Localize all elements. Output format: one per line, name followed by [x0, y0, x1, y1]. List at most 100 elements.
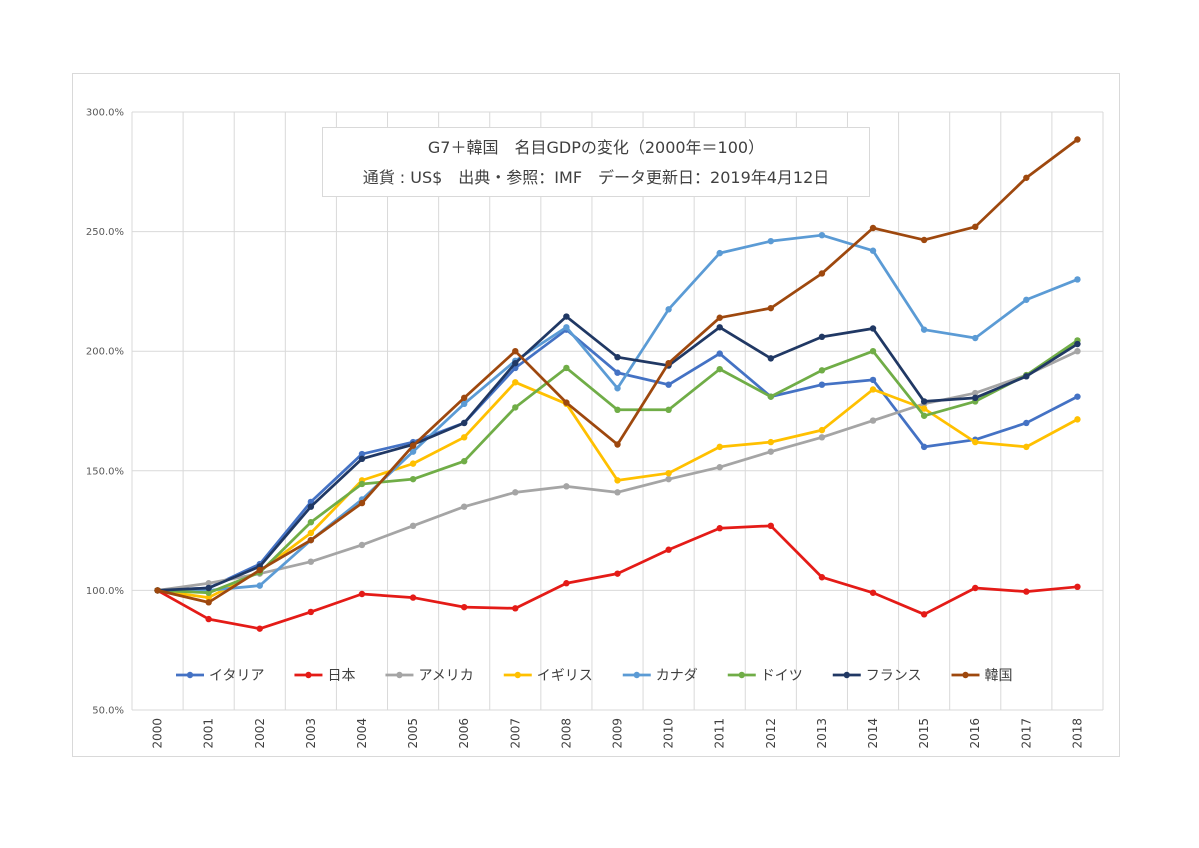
- x-tick-label: 2011: [713, 718, 727, 749]
- data-point: [1023, 373, 1030, 380]
- data-point: [767, 448, 775, 455]
- series-韓国: [154, 136, 1081, 606]
- data-point: [205, 594, 212, 601]
- data-point: [1074, 276, 1081, 283]
- data-point: [920, 405, 928, 412]
- data-point: [205, 599, 212, 606]
- data-point: [716, 464, 723, 471]
- data-point: [409, 448, 417, 455]
- data-point: [563, 364, 570, 372]
- data-point: [716, 314, 723, 321]
- data-point: [307, 529, 315, 537]
- data-point: [460, 603, 468, 611]
- series-ドイツ: [154, 337, 1081, 596]
- data-point: [614, 385, 621, 392]
- data-point: [818, 270, 826, 277]
- x-tick-label: 2015: [917, 718, 931, 749]
- legend-swatch-marker: [186, 671, 194, 679]
- axes: 50.0% 100.0% 150.0% 200.0% 250.0% 300.0% 2000 2…: [86, 108, 1085, 749]
- data-point: [1074, 340, 1081, 348]
- legend-item: イギリス: [503, 668, 593, 684]
- data-point: [307, 536, 315, 544]
- legend-label: フランス: [866, 668, 922, 684]
- data-point: [512, 359, 519, 367]
- data-point: [972, 584, 979, 592]
- legend-item: ドイツ: [727, 668, 803, 684]
- data-point: [818, 333, 826, 341]
- data-point: [818, 367, 826, 374]
- data-point: [665, 469, 672, 477]
- data-point: [205, 615, 212, 623]
- data-point: [358, 450, 366, 458]
- data-point: [1023, 419, 1030, 427]
- legend-label: 日本: [327, 668, 355, 684]
- data-point: [716, 443, 723, 451]
- data-point: [920, 326, 928, 333]
- x-tick-label: 2006: [457, 718, 471, 749]
- data-point: [920, 236, 928, 244]
- data-point: [563, 580, 570, 587]
- data-point: [869, 348, 877, 355]
- data-point: [869, 247, 877, 254]
- data-point: [256, 582, 263, 589]
- legend-swatch-marker: [514, 671, 521, 679]
- data-point: [767, 393, 775, 400]
- series-イタリア: [154, 326, 1081, 594]
- data-point: [869, 325, 877, 332]
- data-point: [307, 558, 315, 565]
- data-point: [869, 224, 877, 232]
- chart-title-box: G7＋韓国 名目GDPの変化（2000年＝100） 通貨 : US$ 出典・参照…: [322, 127, 870, 197]
- data-point: [1074, 416, 1081, 423]
- data-point: [409, 475, 417, 483]
- data-point: [563, 324, 570, 331]
- data-point: [409, 594, 417, 601]
- series-日本: [154, 522, 1081, 632]
- legend-swatch-marker: [396, 671, 403, 679]
- data-point: [460, 458, 468, 465]
- data-point: [563, 313, 570, 320]
- data-point: [307, 608, 315, 616]
- x-tick-label: 2017: [1019, 718, 1033, 749]
- data-point: [358, 541, 366, 549]
- x-tick-label: 2018: [1070, 718, 1084, 749]
- data-point: [512, 404, 519, 411]
- data-point: [409, 460, 417, 467]
- data-point: [818, 381, 826, 388]
- data-point: [818, 574, 826, 581]
- data-point: [460, 419, 468, 427]
- data-point: [512, 348, 519, 355]
- x-tick-label: 2004: [355, 718, 369, 749]
- data-point: [512, 605, 519, 612]
- data-point: [869, 417, 877, 424]
- data-point: [920, 611, 928, 618]
- data-point: [665, 381, 672, 388]
- data-point: [358, 480, 366, 488]
- data-point: [818, 426, 826, 434]
- data-point: [614, 477, 621, 484]
- y-tick-label: 50.0%: [92, 706, 124, 717]
- data-point: [563, 483, 570, 490]
- data-point: [767, 438, 775, 446]
- data-point: [665, 359, 672, 367]
- data-point: [512, 379, 519, 386]
- data-point: [205, 580, 212, 587]
- legend-label: イギリス: [537, 668, 593, 684]
- data-point: [665, 306, 672, 313]
- data-point: [307, 503, 315, 510]
- legend-label: カナダ: [656, 668, 698, 684]
- data-point: [716, 365, 723, 373]
- data-point: [1074, 136, 1081, 143]
- data-point: [1023, 296, 1030, 303]
- x-tick-label: 2001: [202, 718, 216, 749]
- y-tick-label: 150.0%: [86, 466, 124, 477]
- legend-swatch-marker: [843, 671, 850, 679]
- series-フランス: [154, 313, 1081, 594]
- legend-label: イタリア: [209, 668, 264, 684]
- legend-label: アメリカ: [418, 668, 473, 684]
- data-point: [767, 304, 775, 312]
- series-line: [156, 524, 1079, 631]
- y-tick-label: 200.0%: [86, 347, 124, 358]
- data-point: [665, 406, 672, 414]
- data-point: [972, 394, 979, 402]
- legend-item: アメリカ: [385, 668, 474, 684]
